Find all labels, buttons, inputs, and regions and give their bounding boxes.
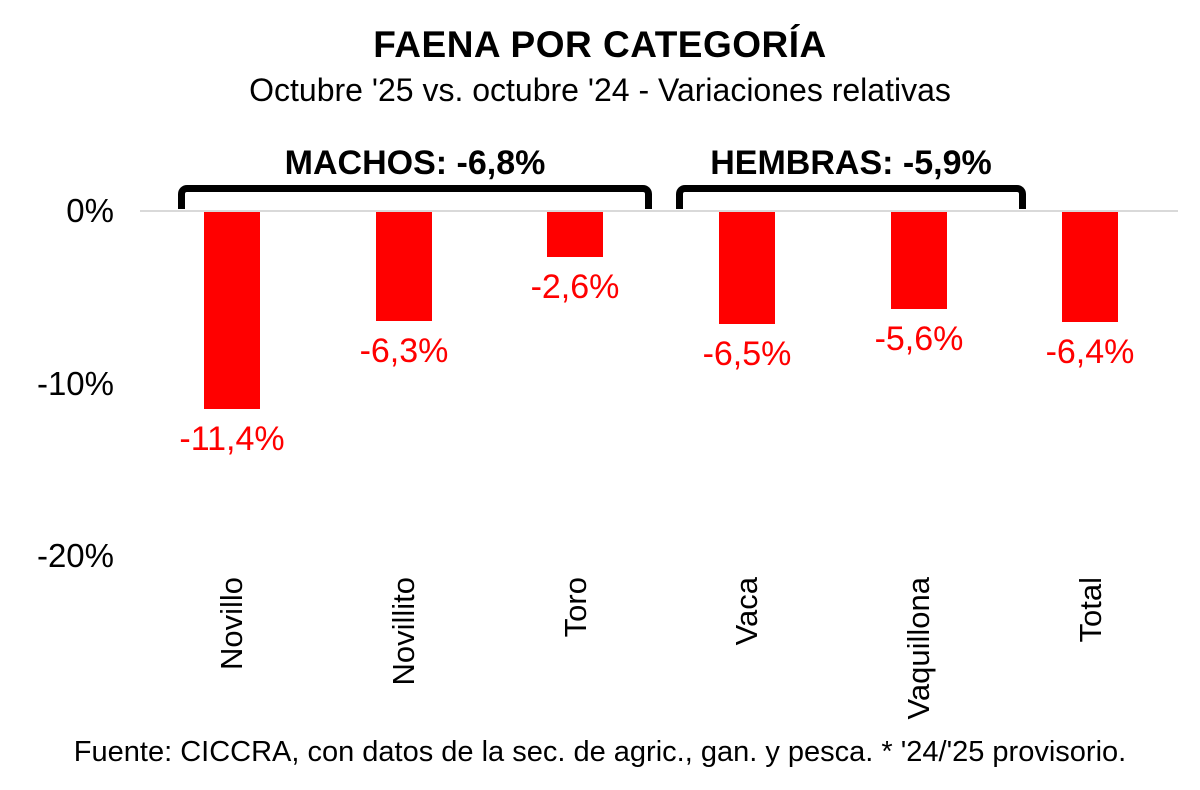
bar-total bbox=[1062, 212, 1118, 322]
category-label-vaquillona: Vaquillona bbox=[901, 577, 936, 720]
source-footnote: Fuente: CICCRA, con datos de la sec. de … bbox=[73, 736, 1127, 768]
chart-title: FAENA POR CATEGORÍA bbox=[373, 24, 827, 65]
bar-value-label-vaquillona: -5,6% bbox=[874, 320, 964, 358]
bar-novillito bbox=[376, 212, 432, 321]
category-label-total: Total bbox=[1073, 577, 1108, 643]
bar-value-label-total: -6,4% bbox=[1045, 333, 1135, 371]
bar-toro bbox=[547, 212, 603, 257]
bar-vaca bbox=[719, 212, 775, 324]
category-label-toro: Toro bbox=[558, 577, 593, 638]
bar-value-label-novillo: -11,4% bbox=[179, 420, 285, 458]
bar-novillo bbox=[204, 212, 260, 409]
bar-value-label-novillito: -6,3% bbox=[359, 332, 449, 370]
category-label-novillo: Novillo bbox=[214, 577, 249, 671]
y-axis-tick-label: -20% bbox=[36, 537, 114, 574]
group-bracket-machos bbox=[178, 185, 652, 209]
bar-value-label-toro: -2,6% bbox=[530, 268, 620, 306]
group-bracket-hembras bbox=[676, 185, 1026, 209]
group-label-hembras: HEMBRAS: -5,9% bbox=[710, 144, 992, 182]
bar-vaquillona bbox=[891, 212, 947, 309]
chart-subtitle: Octubre '25 vs. octubre '24 - Variacione… bbox=[249, 72, 951, 108]
group-label-machos: MACHOS: -6,8% bbox=[284, 144, 546, 182]
y-axis-tick-label: -10% bbox=[36, 364, 114, 402]
category-label-novillito: Novillito bbox=[386, 577, 421, 686]
category-label-vaca: Vaca bbox=[729, 577, 764, 646]
y-axis-tick-label: 0% bbox=[66, 192, 114, 229]
zero-gridline bbox=[140, 210, 1178, 212]
bar-value-label-vaca: -6,5% bbox=[702, 335, 792, 373]
